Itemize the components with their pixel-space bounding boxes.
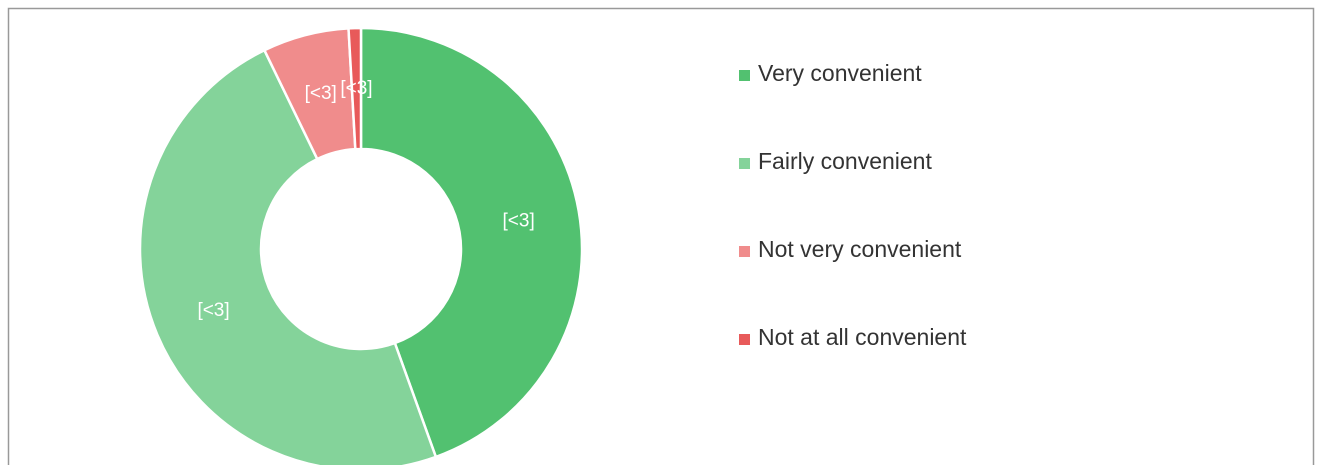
data-label: [<3] <box>340 78 372 99</box>
legend-swatch <box>739 158 750 169</box>
legend-swatch <box>739 334 750 345</box>
frame <box>7 7 1315 465</box>
legend-label: Not very convenient <box>758 236 962 262</box>
data-label: [<3] <box>197 300 229 321</box>
donut-slice <box>359 26 584 459</box>
legend-swatch <box>739 246 750 257</box>
legend-label: Fairly convenient <box>758 148 932 174</box>
legend-label: Very convenient <box>758 60 922 86</box>
data-label: [<3] <box>503 211 535 232</box>
donut-slice <box>138 48 438 465</box>
donut-slice <box>347 26 363 151</box>
data-label: [<3] <box>305 83 337 104</box>
legend-label: Not at all convenient <box>758 324 967 350</box>
legend-swatch <box>739 70 750 81</box>
